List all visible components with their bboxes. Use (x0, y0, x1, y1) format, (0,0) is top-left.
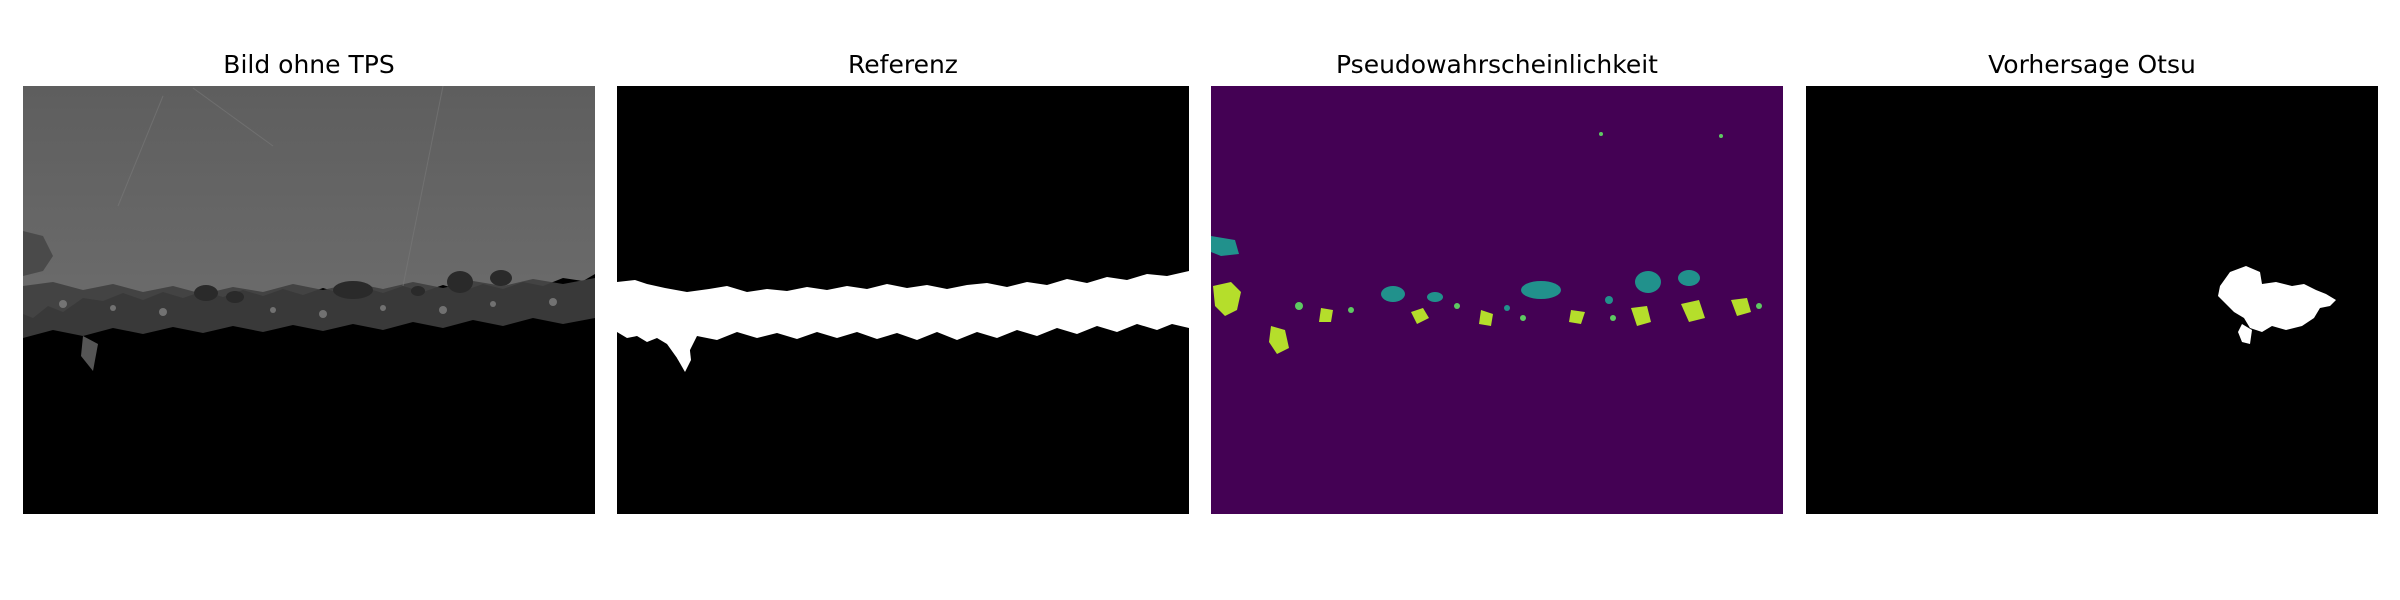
panel-title: Referenz (848, 50, 958, 79)
panel-pseudo-probability: Pseudowahrscheinlichkeit (1211, 0, 1783, 600)
panel-image-without-tps: Bild ohne TPS (23, 0, 595, 600)
panel-otsu-prediction: Vorhersage Otsu (1806, 0, 2378, 600)
panel-title: Vorhersage Otsu (1988, 50, 2196, 79)
probability-map-image (1211, 86, 1783, 514)
reference-mask-image (617, 86, 1189, 514)
otsu-mask-image (1806, 86, 2378, 514)
panel-title: Bild ohne TPS (223, 50, 395, 79)
panel-reference: Referenz (617, 0, 1189, 600)
panel-title: Pseudowahrscheinlichkeit (1336, 50, 1658, 79)
micrograph-image (23, 86, 595, 514)
